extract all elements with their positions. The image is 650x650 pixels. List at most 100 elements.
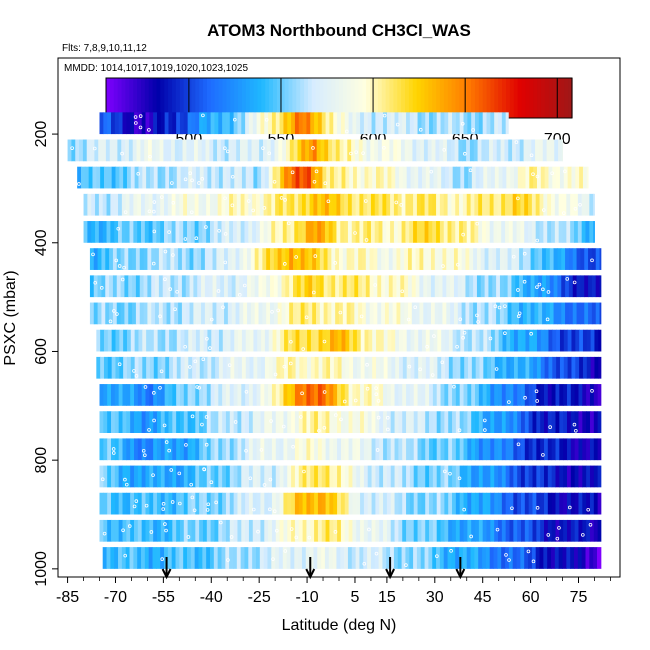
heatmap-cell bbox=[547, 492, 553, 515]
heatmap-cell bbox=[209, 139, 214, 162]
heatmap-cell bbox=[232, 193, 238, 216]
heatmap-cell bbox=[102, 221, 108, 243]
heatmap-cell bbox=[80, 166, 86, 189]
heatmap-cell bbox=[207, 329, 212, 352]
heatmap-cell bbox=[344, 519, 350, 542]
heatmap-cell bbox=[303, 356, 308, 379]
heatmap-cell bbox=[400, 275, 405, 298]
heatmap-cell bbox=[126, 438, 131, 461]
heatmap-cell bbox=[96, 356, 101, 379]
heatmap-cell bbox=[511, 302, 516, 325]
heatmap-cell bbox=[252, 193, 257, 216]
heatmap-cell bbox=[155, 248, 160, 270]
heatmap-cell bbox=[89, 248, 95, 270]
heatmap-cell bbox=[134, 356, 139, 379]
colorbar-segment bbox=[113, 78, 119, 118]
sample-point bbox=[395, 122, 400, 127]
heatmap-cell bbox=[475, 329, 480, 352]
heatmap-cell bbox=[448, 384, 453, 406]
heatmap-cell bbox=[406, 166, 412, 189]
heatmap-cell bbox=[118, 411, 123, 433]
heatmap-cell bbox=[377, 248, 382, 270]
heatmap-cell bbox=[545, 302, 551, 325]
heatmap-cell bbox=[312, 302, 317, 325]
heatmap-cell bbox=[295, 329, 300, 352]
heatmap-cell bbox=[494, 384, 499, 406]
heatmap-cell bbox=[491, 356, 496, 379]
heatmap-cell bbox=[498, 329, 503, 352]
heatmap-cell bbox=[355, 221, 360, 243]
heatmap-cell bbox=[519, 248, 524, 270]
sample-point bbox=[526, 549, 531, 554]
colorbar-segment bbox=[537, 78, 542, 118]
sample-point bbox=[201, 357, 206, 362]
heatmap-cell bbox=[589, 519, 595, 542]
heatmap-cell bbox=[241, 492, 246, 515]
heatmap-cell bbox=[386, 221, 391, 243]
colorbar-segment bbox=[276, 78, 282, 118]
heatmap-cell bbox=[361, 302, 367, 325]
heatmap-cell bbox=[280, 356, 285, 379]
heatmap-cell bbox=[178, 139, 184, 162]
colorbar-segment bbox=[459, 78, 464, 118]
heatmap-cell bbox=[93, 302, 99, 325]
heatmap-cell bbox=[227, 248, 233, 270]
heatmap-cell bbox=[263, 193, 268, 216]
heatmap-cell bbox=[130, 329, 136, 352]
heatmap-cell bbox=[225, 519, 231, 542]
heatmap-cell bbox=[224, 275, 229, 298]
heatmap-cell bbox=[266, 139, 272, 162]
heatmap-cell bbox=[409, 193, 414, 216]
sample-point bbox=[164, 528, 168, 533]
heatmap-cell bbox=[436, 384, 442, 406]
heatmap-cell bbox=[310, 329, 316, 352]
heatmap-cell bbox=[287, 492, 292, 515]
heatmap-cell bbox=[245, 329, 251, 352]
heatmap-cell bbox=[308, 248, 313, 270]
heatmap-cell bbox=[290, 221, 295, 243]
heatmap-cell bbox=[545, 248, 551, 270]
heatmap-cell bbox=[139, 275, 145, 298]
heatmap-cell bbox=[582, 384, 587, 406]
heatmap-cell bbox=[149, 438, 154, 461]
heatmap-cell bbox=[551, 193, 556, 216]
heatmap-cell bbox=[559, 465, 564, 488]
heatmap-cell bbox=[570, 438, 576, 461]
heatmap-cell bbox=[513, 356, 519, 379]
heatmap-cell bbox=[522, 248, 528, 270]
heatmap-cell bbox=[436, 438, 442, 461]
sample-point bbox=[144, 503, 149, 508]
flights-note: Flts: 7,8,9,10,11,12 bbox=[62, 43, 147, 54]
heatmap-cell bbox=[440, 411, 445, 433]
heatmap-cell bbox=[299, 356, 304, 379]
heatmap-cell bbox=[455, 519, 461, 542]
heatmap-cell bbox=[448, 329, 454, 352]
sample-point bbox=[158, 385, 162, 390]
heatmap-cell bbox=[203, 356, 208, 379]
heatmap-cell bbox=[206, 384, 212, 406]
heatmap-cell bbox=[429, 465, 434, 488]
heatmap-cell bbox=[409, 384, 415, 406]
heatmap-cell bbox=[475, 112, 480, 135]
colorbar-segment bbox=[405, 78, 410, 118]
heatmap-cell bbox=[508, 221, 514, 243]
heatmap-cell bbox=[255, 139, 260, 162]
heatmap-cell bbox=[268, 329, 274, 352]
heatmap-cell bbox=[137, 221, 142, 243]
heatmap-cell bbox=[551, 384, 556, 406]
heatmap-cell bbox=[526, 248, 532, 270]
heatmap-cell bbox=[118, 221, 123, 243]
heatmap-cell bbox=[169, 356, 174, 379]
heatmap-cell bbox=[99, 438, 104, 461]
heatmap-cell bbox=[502, 166, 507, 189]
heatmap-cell bbox=[547, 547, 552, 569]
heatmap-cell bbox=[106, 221, 111, 243]
heatmap-cell bbox=[368, 166, 373, 189]
heatmap-cell bbox=[406, 384, 411, 406]
heatmap-cell bbox=[244, 221, 249, 243]
heatmap-cell bbox=[174, 139, 180, 162]
heatmap-cell bbox=[102, 193, 108, 216]
heatmap-cell bbox=[210, 411, 215, 433]
heatmap-cell bbox=[465, 248, 470, 270]
heatmap-cell bbox=[201, 139, 207, 162]
